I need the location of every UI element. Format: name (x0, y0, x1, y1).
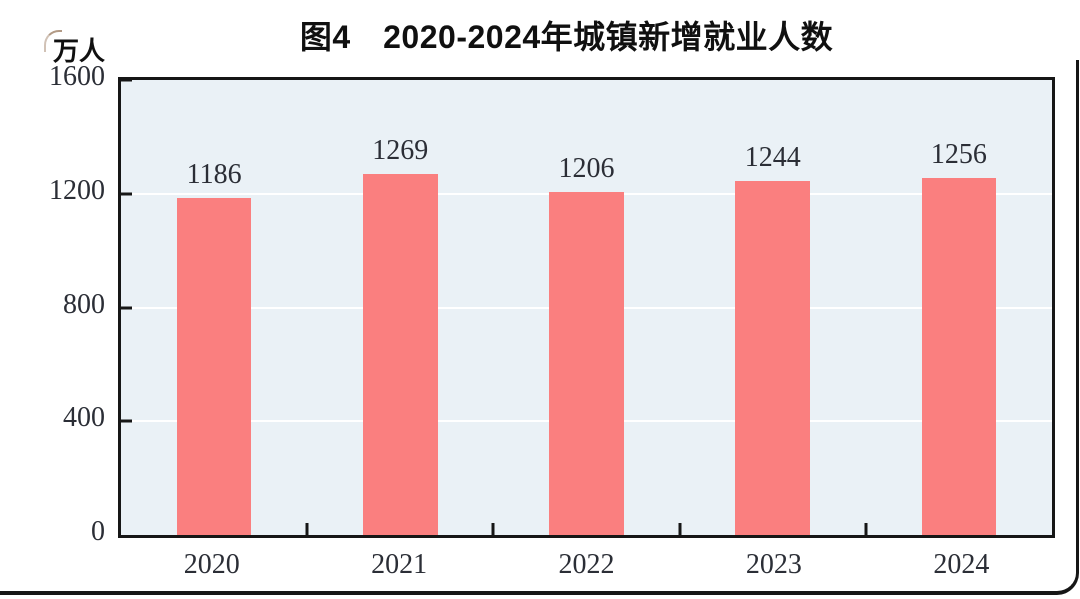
bar-value-label-2021: 1269 (372, 135, 429, 167)
x-tick-label-2024: 2024 (933, 549, 990, 580)
x-tick-boundary-1 (305, 523, 309, 535)
bar-2021 (363, 174, 438, 535)
y-axis-unit-label: 万人 (52, 36, 105, 66)
y-tick-label-0: 0 (91, 516, 105, 547)
y-tick-1600 (121, 78, 132, 82)
y-tick-800 (121, 306, 132, 309)
plot-area: 1186 1269 1206 1244 1256 (118, 77, 1055, 538)
x-tick-boundary-2 (491, 523, 495, 535)
frame-corner-arc (44, 30, 62, 52)
x-tick-label-2021: 2021 (371, 549, 428, 580)
x-axis-tick-labels: 2020 2021 2022 2023 2024 (118, 549, 1055, 581)
bar-value-label-2020: 1186 (186, 158, 242, 190)
x-tick-label-2023: 2023 (745, 549, 802, 580)
x-tick-label-2020: 2020 (183, 549, 240, 580)
bar-value-label-2022: 1206 (558, 153, 615, 185)
x-tick-boundary-3 (678, 523, 682, 535)
y-tick-label-1200: 1200 (49, 174, 105, 206)
bar-2024 (921, 177, 997, 535)
bar-2022 (549, 192, 624, 535)
x-tick-label-2022: 2022 (558, 549, 615, 580)
bar-2023 (735, 181, 810, 535)
bar-value-label-2024: 1256 (930, 138, 987, 170)
y-axis-tick-labels: 0 400 800 1200 1600 (0, 63, 105, 546)
chart-title: 图4 2020-2024年城镇新增就业人数 (299, 19, 834, 55)
y-tick-1200 (121, 192, 132, 196)
y-tick-label-400: 400 (63, 402, 105, 434)
y-tick-label-1600: 1600 (49, 61, 105, 92)
x-tick-boundary-4 (864, 523, 868, 535)
bar-2020 (176, 197, 252, 535)
y-tick-400 (121, 419, 132, 423)
y-tick-label-800: 800 (63, 288, 105, 320)
bar-value-label-2023: 1244 (744, 142, 801, 174)
